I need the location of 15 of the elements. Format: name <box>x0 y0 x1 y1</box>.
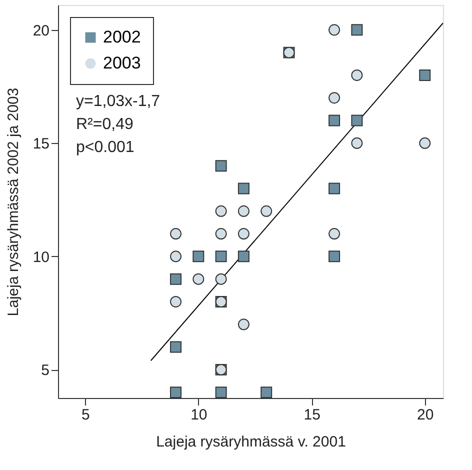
x-tick-label: 10 <box>190 406 208 424</box>
x-axis-title: Lajeja rysäryhmässä v. 2001 <box>156 434 346 450</box>
legend-label: 2003 <box>103 54 141 72</box>
annotation: R²=0,49 <box>76 116 134 133</box>
y-axis-title: Lajeja rysäryhmässä 2002 ja 2003 <box>4 88 22 316</box>
legend-label: 2002 <box>103 28 141 46</box>
annotation: y=1,03x-1,7 <box>76 93 160 110</box>
y-tick-label: 20 <box>32 22 50 40</box>
y-tick-label: 10 <box>32 248 50 266</box>
y-tick-label: 5 <box>41 362 50 380</box>
x-tick-label: 15 <box>304 406 320 424</box>
x-tick-label: 5 <box>82 406 90 424</box>
annotation: p<0.001 <box>76 139 134 156</box>
y-tick-label: 15 <box>32 136 50 153</box>
x-tick-label: 20 <box>417 406 434 424</box>
